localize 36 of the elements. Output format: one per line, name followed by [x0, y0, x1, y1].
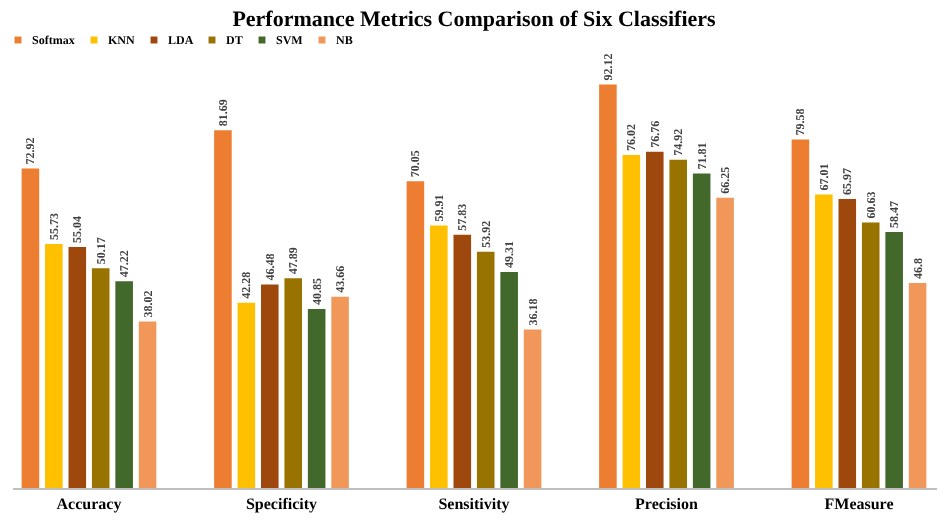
x-tick-label: Specificity	[245, 495, 318, 513]
bar	[453, 234, 472, 488]
bar	[68, 246, 87, 488]
bar	[331, 296, 349, 488]
bar	[284, 278, 303, 488]
bar	[91, 268, 110, 488]
x-tick-label: Precision	[635, 495, 699, 513]
bar	[838, 199, 857, 488]
bar	[885, 231, 903, 488]
chart-title: Performance Metrics Comparison of Six Classifiers	[232, 8, 718, 32]
x-tick-label: FMeasure	[824, 495, 895, 513]
bar	[815, 194, 833, 488]
x-tick-label: Sensitivity	[438, 495, 510, 513]
bar	[716, 197, 734, 488]
bar	[908, 283, 927, 488]
bar	[645, 151, 664, 488]
bar	[791, 139, 810, 488]
x-tick-label: Accuracy	[56, 495, 122, 513]
bar	[523, 329, 542, 488]
bar	[406, 181, 425, 488]
bar	[260, 284, 279, 488]
bar	[115, 281, 133, 488]
bar	[861, 222, 880, 488]
bar	[45, 243, 63, 488]
bar	[669, 159, 688, 488]
bar	[476, 251, 495, 488]
bar	[237, 302, 256, 488]
bar	[21, 168, 40, 488]
bar	[430, 225, 448, 488]
bar	[622, 155, 641, 488]
bar	[599, 84, 617, 488]
bar	[500, 272, 518, 488]
bar	[214, 130, 232, 488]
bar	[138, 321, 157, 488]
bar	[692, 173, 711, 488]
bar	[307, 309, 326, 488]
